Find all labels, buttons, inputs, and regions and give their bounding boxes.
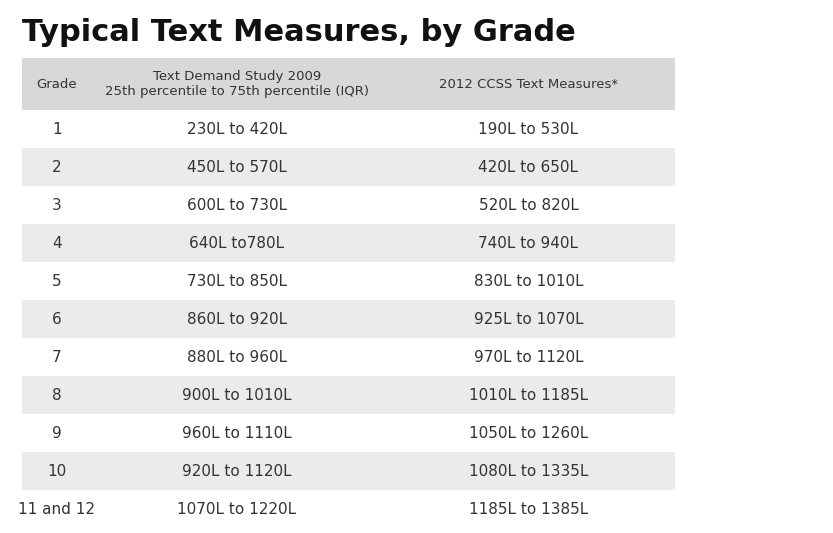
Text: 10: 10 [47, 464, 67, 479]
Text: 880L to 960L: 880L to 960L [187, 350, 287, 365]
Text: Typical Text Measures, by Grade: Typical Text Measures, by Grade [22, 18, 576, 47]
Text: 450L to 570L: 450L to 570L [187, 159, 287, 174]
Text: 860L to 920L: 860L to 920L [187, 311, 287, 327]
Text: 640L to780L: 640L to780L [189, 236, 285, 251]
Text: 925L to 1070L: 925L to 1070L [474, 311, 583, 327]
Text: 6: 6 [52, 311, 62, 327]
Text: 830L to 1010L: 830L to 1010L [474, 273, 583, 288]
Text: 11 and 12: 11 and 12 [18, 502, 96, 516]
Text: 900L to 1010L: 900L to 1010L [182, 387, 292, 402]
Text: Text Demand Study 2009
25th percentile to 75th percentile (IQR): Text Demand Study 2009 25th percentile t… [105, 70, 369, 98]
Text: 1010L to 1185L: 1010L to 1185L [469, 387, 588, 402]
Text: 5: 5 [52, 273, 62, 288]
Text: 740L to 940L: 740L to 940L [478, 236, 578, 251]
Text: 2: 2 [52, 159, 62, 174]
Text: 8: 8 [52, 387, 62, 402]
Text: 1080L to 1335L: 1080L to 1335L [469, 464, 588, 479]
Text: 2012 CCSS Text Measures*: 2012 CCSS Text Measures* [439, 77, 618, 91]
Text: 960L to 1110L: 960L to 1110L [182, 425, 292, 440]
Text: 3: 3 [52, 198, 62, 213]
Text: 520L to 820L: 520L to 820L [479, 198, 578, 213]
Text: 230L to 420L: 230L to 420L [187, 122, 287, 136]
Text: 420L to 650L: 420L to 650L [478, 159, 578, 174]
Text: 1070L to 1220L: 1070L to 1220L [177, 502, 297, 516]
Text: 920L to 1120L: 920L to 1120L [182, 464, 292, 479]
Text: 190L to 530L: 190L to 530L [478, 122, 579, 136]
Text: 4: 4 [52, 236, 62, 251]
Text: 7: 7 [52, 350, 62, 365]
Text: 970L to 1120L: 970L to 1120L [474, 350, 583, 365]
Text: 1185L to 1385L: 1185L to 1385L [469, 502, 588, 516]
Text: 1050L to 1260L: 1050L to 1260L [469, 425, 588, 440]
Text: 730L to 850L: 730L to 850L [187, 273, 287, 288]
Text: 1: 1 [52, 122, 62, 136]
Text: 600L to 730L: 600L to 730L [187, 198, 287, 213]
Text: 9: 9 [52, 425, 62, 440]
Text: Grade: Grade [37, 77, 77, 91]
